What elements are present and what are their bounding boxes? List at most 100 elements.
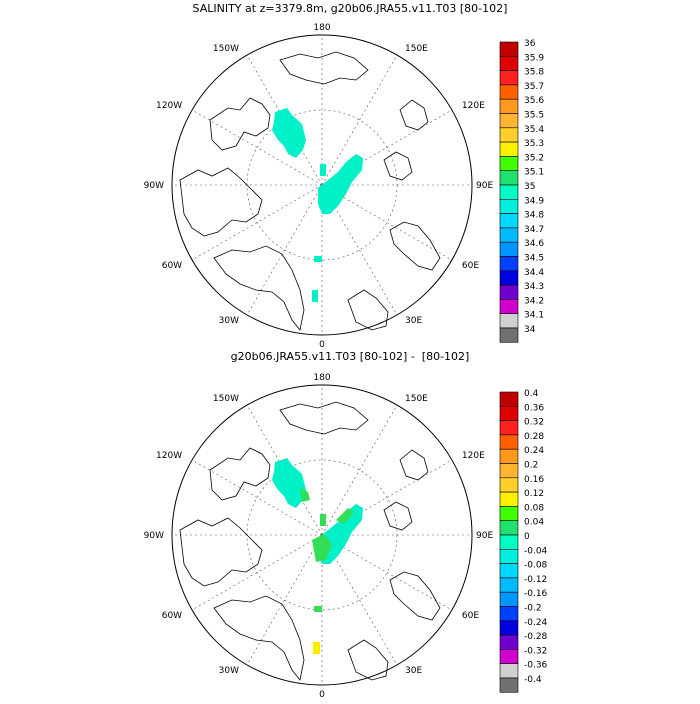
colorbar-label: 0.36 (524, 403, 544, 413)
colorbar-swatch (499, 577, 519, 593)
map-label-upper-left-2: 120W (156, 451, 182, 461)
colorbar-label: -0.24 (524, 618, 548, 628)
colorbar-label: 0.12 (524, 489, 544, 499)
colorbar-label: -0.2 (524, 604, 542, 614)
meridian-line (191, 109, 323, 186)
polar-map-1: 180 0 90W 90E 150W 120W 150E 120E 60W 30W 60E 30E (144, 23, 494, 350)
meridian-line (191, 459, 323, 536)
map-label-lower-left-1: 60W (162, 261, 182, 271)
colorbar-swatch (499, 405, 519, 421)
colorbar-swatch (499, 55, 519, 71)
colorbar-swatch (499, 98, 519, 114)
colorbar-label: 34.2 (524, 296, 544, 306)
meridian-line (246, 534, 323, 666)
difference-field (272, 458, 363, 654)
map-label-lower-right-2: 30E (405, 316, 422, 326)
colorbar-swatch (499, 591, 519, 607)
meridian-line (191, 534, 323, 611)
colorbar-swatch (499, 534, 519, 550)
colorbar-swatch (499, 420, 519, 436)
colorbar-swatch (499, 241, 519, 257)
map-boundary (171, 384, 473, 686)
colorbar-label: 34.1 (524, 311, 544, 321)
colorbar-label: 0.4 (524, 389, 539, 399)
colorbar-label: 35.5 (524, 111, 544, 121)
colorbar-swatch (499, 141, 519, 157)
colorbar-label: 34.6 (524, 239, 544, 249)
colorbar-swatch (499, 113, 519, 129)
map-label-upper-left-2: 120W (156, 101, 182, 111)
colorbar-label: -0.28 (524, 632, 548, 642)
colorbar-label: 35.1 (524, 168, 544, 178)
colorbar-swatch (499, 170, 519, 186)
colorbar-label: 0.08 (524, 503, 544, 513)
map-label-bottom: 0 (319, 690, 325, 700)
map-label-upper-right-2: 120E (462, 451, 485, 461)
colorbar-swatch (499, 620, 519, 636)
colorbar-swatch (499, 434, 519, 450)
colorbar-swatch (499, 327, 519, 343)
colorbar-swatch (499, 391, 519, 407)
colorbar-2: 0.4 0.36 0.32 0.28 0.24 0.2 0.16 0.12 0.08 0.04 0 -… (499, 389, 548, 693)
colorbar-label: 34.7 (524, 225, 544, 235)
colorbar-swatch (499, 227, 519, 243)
colorbar-label: 35.6 (524, 96, 544, 106)
colorbar-swatch (499, 127, 519, 143)
colorbar-swatch (499, 491, 519, 507)
colorbar-label: 0.28 (524, 432, 544, 442)
colorbar-swatch (499, 548, 519, 564)
map-label-left: 90W (144, 531, 164, 541)
colorbar-swatch (499, 70, 519, 86)
colorbar-swatch (499, 634, 519, 650)
colorbar-swatch (499, 184, 519, 200)
map-label-upper-left-1: 150W (213, 44, 239, 54)
colorbar-label: 0.16 (524, 475, 544, 485)
colorbar-swatch (499, 677, 519, 693)
colorbar-label: -0.16 (524, 589, 548, 599)
coastlines (179, 401, 441, 681)
colorbar-label: 35.4 (524, 125, 544, 135)
colorbar-label: -0.08 (524, 561, 548, 571)
map-label-lower-right-1: 60E (462, 261, 479, 271)
map-label-right: 90E (476, 531, 493, 541)
meridian-line (246, 184, 323, 316)
colorbar-swatch (499, 156, 519, 171)
colorbar-swatch (499, 477, 519, 493)
map-label-top: 180 (313, 23, 330, 33)
colorbar-label: 34 (524, 325, 536, 335)
colorbar-label: 0.32 (524, 418, 544, 428)
colorbar-label: 0.2 (524, 461, 538, 471)
colorbar-label: 35 (524, 182, 535, 192)
polar-map-2: 180 0 90W 90E 150W 120W 150E 120E 60W 30W 60E 30E (144, 373, 494, 700)
colorbar-label: 35.9 (524, 53, 544, 63)
map-label-lower-left-2: 30W (219, 666, 239, 676)
map-label-lower-left-1: 60W (162, 611, 182, 621)
meridian-line (321, 404, 398, 536)
colorbar-swatch (499, 649, 519, 665)
colorbar-swatch (499, 84, 519, 100)
colorbar-label: 36 (524, 39, 536, 49)
map-label-upper-right-1: 150E (405, 394, 428, 404)
colorbar-swatch (499, 506, 519, 521)
colorbar-label: 35.7 (524, 82, 544, 92)
colorbar-swatch (499, 663, 519, 679)
colorbar-label: 34.4 (524, 268, 544, 278)
map-label-left: 90W (144, 181, 164, 191)
colorbar-label: 0.04 (524, 518, 544, 528)
colorbar-label: 34.3 (524, 282, 544, 292)
colorbar-label: -0.04 (524, 546, 548, 556)
meridian-line (191, 184, 323, 261)
colorbar-swatch (499, 256, 519, 272)
colorbar-label: -0.4 (524, 675, 542, 685)
colorbar-label: 34.9 (524, 196, 544, 206)
colorbar-label: -0.36 (524, 661, 548, 671)
map-label-upper-right-1: 150E (405, 44, 428, 54)
map-boundary (171, 34, 473, 336)
map-labels-1: 180 0 90W 90E 150W 120W 150E 120E 60W 30W 60E 30E (144, 23, 494, 350)
panel-2-title: g20b06.JRA55.v11.T03 [80-102] - [80-102] (230, 350, 470, 363)
colorbar-swatch (499, 41, 519, 57)
colorbar-label: 34.8 (524, 211, 544, 221)
map-label-lower-right-1: 60E (462, 611, 479, 621)
colorbar-swatch (499, 313, 519, 329)
